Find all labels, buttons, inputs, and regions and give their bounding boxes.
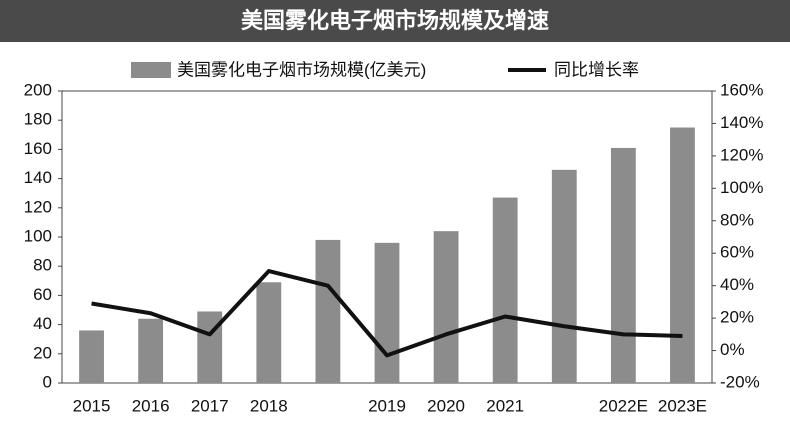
x-tick-label: 2018 [250, 396, 288, 415]
y2-tick-label: 40% [720, 275, 754, 294]
legend-swatch [131, 62, 171, 78]
y-tick-label: 0 [43, 372, 52, 391]
legend-label: 同比增长率 [554, 60, 639, 79]
y2-tick-label: -20% [720, 372, 760, 391]
bar [256, 282, 282, 383]
bar [79, 330, 104, 383]
legend-label: 美国雾化电子烟市场规模(亿美元) [177, 60, 426, 79]
x-tick-label: 2019 [368, 396, 406, 415]
bar [610, 147, 636, 383]
y-tick-label: 80 [33, 256, 52, 275]
x-tick-label: 2015 [73, 396, 111, 415]
y-tick-label: 60 [33, 285, 52, 304]
bar [670, 127, 695, 383]
title-bar [0, 0, 790, 42]
bar [315, 239, 341, 383]
y-tick-label: 180 [24, 110, 52, 129]
y2-tick-label: 100% [720, 178, 763, 197]
y2-tick-label: 120% [720, 145, 763, 164]
line [91, 269, 683, 358]
y-tick-label: 120 [24, 197, 52, 216]
y2-tick-label: 80% [720, 210, 754, 229]
chart-title: 美国雾化电子烟市场规模及增速 [241, 8, 549, 33]
bar [551, 169, 577, 383]
x-tick-label: 2020 [427, 396, 465, 415]
bar [138, 318, 164, 383]
x-tick-label: 2021 [486, 396, 524, 415]
x-tick-label: 2017 [191, 396, 229, 415]
x-tick-label: 2022E [599, 396, 648, 415]
y-tick-label: 160 [24, 139, 52, 158]
y-tick-label: 200 [24, 80, 52, 99]
bar [374, 242, 400, 383]
bar [433, 231, 459, 383]
y-tick-label: 20 [33, 343, 52, 362]
y2-tick-label: 60% [720, 243, 754, 262]
x-tick-label: 2016 [132, 396, 170, 415]
y2-tick-label: 140% [720, 113, 763, 132]
x-tick-label: 2023E [658, 396, 707, 415]
y-tick-label: 140 [24, 168, 52, 187]
y-tick-label: 40 [33, 314, 52, 333]
bar [492, 197, 518, 383]
y2-tick-label: 20% [720, 308, 754, 327]
y2-tick-label: 160% [720, 80, 763, 99]
y2-tick-label: 0% [720, 340, 745, 359]
y-tick-label: 100 [24, 226, 52, 245]
